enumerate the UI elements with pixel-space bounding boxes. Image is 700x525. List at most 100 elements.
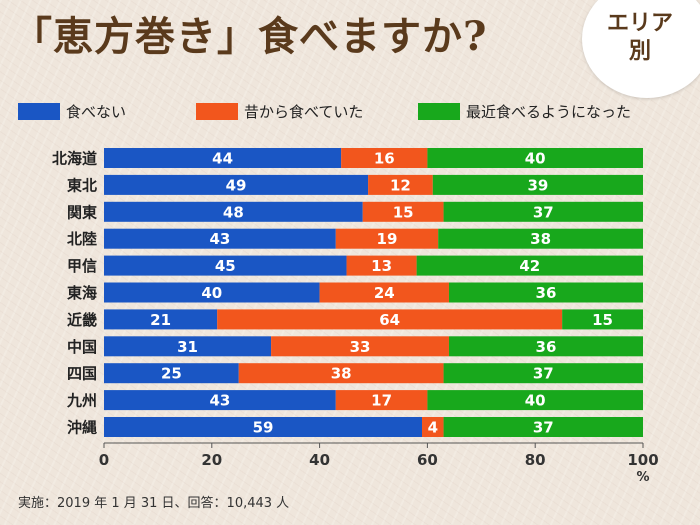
category-label: 九州 [66,392,97,410]
legend-swatch-recently-ate [418,102,460,120]
bar-segment [416,255,643,276]
data-label: 13 [371,257,392,275]
legend-item-not-eat: 食べない [18,99,126,123]
data-label: 48 [223,203,244,221]
badge-line-2: 別 [628,39,651,64]
bar-segment [104,417,423,437]
data-label: 25 [161,365,182,383]
data-label: 38 [331,365,352,383]
bar-segment [362,201,444,222]
legend-swatch-always-ate [196,102,238,120]
x-tick-label: 60 [417,451,438,469]
data-label: 37 [533,203,554,221]
bar-segment [335,390,428,411]
legend-item-recently-ate: 最近食べるようになった [418,99,631,123]
bar-segment [104,336,272,357]
category-label: 四国 [67,365,97,383]
bar-segment [422,417,444,437]
data-label: 36 [536,338,557,356]
bar-segment [104,228,336,249]
bar-segment [238,363,444,384]
data-label: 37 [533,419,554,437]
legend-label-recently-ate: 最近食べるようになった [466,102,632,121]
data-label: 43 [209,230,230,248]
bar-segment [346,255,417,276]
bar-segment [443,201,643,222]
data-label: 12 [390,176,411,194]
category-label: 北陸 [67,230,97,248]
category-label: 沖縄 [67,419,97,437]
legend-item-always-ate: 昔から食べていた [196,99,363,123]
category-label: 甲信 [67,257,97,275]
bar-segment [104,390,336,411]
category-label: 中国 [67,338,97,356]
x-tick-label: 0 [99,451,109,469]
bar-segment [443,363,643,384]
data-label: 4 [428,419,438,437]
data-label: 21 [150,311,171,329]
bar-segment [217,309,563,330]
data-label: 42 [519,257,540,275]
x-tick-label: 80 [525,451,546,469]
bar-segment [104,148,342,168]
data-label: 39 [527,176,548,194]
data-label: 17 [371,392,392,410]
x-tick-label: 40 [309,451,330,469]
bar-segment [368,174,433,195]
bar-segment [104,174,369,195]
bar-segment [319,282,449,303]
category-label: 東海 [67,284,97,302]
bar-segment [432,174,643,195]
legend: 食べない 昔から食べていた 最近食べるようになった [0,99,700,123]
area-badge [582,0,700,98]
bar-segment [438,228,643,249]
bar-segment [443,417,643,437]
data-label: 38 [530,230,551,248]
bar-segment [104,201,363,222]
category-label: 北海道 [52,150,97,168]
data-label: 24 [374,284,395,302]
data-label: 16 [374,150,395,168]
category-label: 関東 [67,203,97,221]
bar-segment [341,148,428,168]
data-label: 45 [215,257,236,275]
category-label: 東北 [67,176,97,194]
bar-segment [104,309,218,330]
data-label: 59 [253,419,274,437]
bar-segment [271,336,449,357]
data-label: 33 [350,338,371,356]
data-label: 40 [201,284,222,302]
data-label: 19 [377,230,398,248]
data-label: 43 [209,392,230,410]
legend-label-not-eat: 食べない [66,102,127,121]
badge-line-1: エリア [606,11,673,36]
bar-segment [104,282,320,303]
footnote: 実施：2019 年 1 月 31 日、回答：10,443 人 [18,496,290,511]
x-unit-label: % [636,470,649,485]
category-label: 近畿 [67,311,97,329]
data-label: 64 [379,311,400,329]
data-label: 15 [592,311,613,329]
legend-label-always-ate: 昔から食べていた [244,102,364,121]
x-tick-label: 20 [201,451,222,469]
bar-segment [104,363,239,384]
bar-segment [335,228,439,249]
bar-segment [562,309,643,330]
bar-segment [104,255,347,276]
data-label: 40 [525,392,546,410]
bar-segment [448,282,643,303]
x-tick-label: 100 [627,451,658,469]
data-label: 15 [393,203,414,221]
data-label: 49 [226,176,247,194]
data-label: 40 [525,150,546,168]
data-label: 31 [177,338,198,356]
data-label: 44 [212,150,233,168]
legend-swatch-not-eat [18,102,60,120]
bar-segment [448,336,643,357]
chart-title: 「恵方巻き」食べますか? [12,13,488,60]
data-label: 37 [533,365,554,383]
area-badge-text: エリア 別 [598,10,682,66]
data-label: 36 [536,284,557,302]
bar-segment [427,390,643,411]
